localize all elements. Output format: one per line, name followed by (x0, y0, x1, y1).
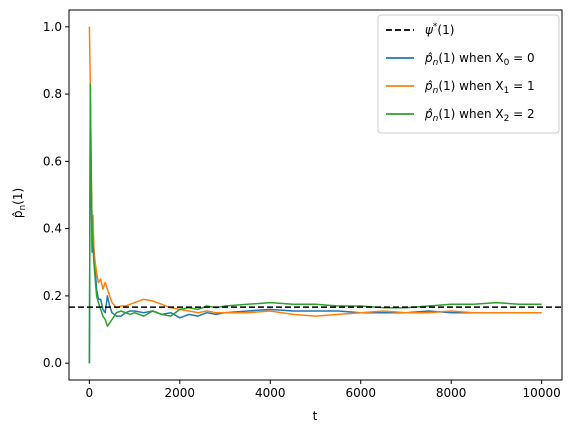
y-tick-label: 0.6 (43, 154, 62, 168)
series-line-1 (88, 26, 542, 317)
legend-label-part: p̂ (424, 79, 433, 93)
legend-label-part: p̂ (424, 51, 433, 65)
x-tick-label: 10000 (523, 386, 561, 400)
legend-label-part: ψ (425, 23, 434, 37)
x-axis-label: t (313, 409, 318, 423)
legend-label-part: = 0 (509, 51, 534, 65)
y-tick-label: 0.2 (43, 289, 62, 303)
legend-box (377, 14, 560, 134)
legend-label-3: p̂n(1) when X2 = 2 (424, 107, 535, 124)
legend-label-1: p̂n(1) when X0 = 0 (424, 51, 535, 68)
legend-label-part: n (433, 58, 439, 68)
y-axis-label: p̂n(1) (11, 188, 28, 218)
legend-label-0: ψ*(1) (425, 22, 454, 37)
y-label-tail: (1) (11, 188, 25, 205)
legend-label-part: = 2 (509, 107, 534, 121)
x-tick-label: 2000 (165, 386, 196, 400)
legend-label-part: 0 (504, 58, 510, 68)
legend-label-part: (1) when X (438, 51, 503, 65)
y-tick-label: 0.0 (43, 356, 62, 370)
y-tick-label: 0.8 (43, 87, 62, 101)
x-tick-label: 8000 (436, 386, 467, 400)
y-tick-label: 0.4 (43, 222, 62, 236)
legend-label-part: = 1 (509, 79, 534, 93)
y-tick-label: 1.0 (43, 20, 62, 34)
axes-frame (68, 9, 563, 381)
legend-label-part: (1) when X (438, 107, 503, 121)
y-label-sub: n (18, 205, 28, 211)
legend-label-part: n (433, 86, 439, 96)
legend-entries: ψ*(1)p̂n(1) when X0 = 0p̂n(1) when X1 = … (386, 22, 535, 124)
x-tick-label: 0 (86, 386, 94, 400)
x-tick-label: 6000 (345, 386, 376, 400)
legend-label-part: n (433, 114, 439, 124)
legend-label-part: (1) (437, 23, 454, 37)
legend-label-part: p̂ (424, 107, 433, 121)
legend-label-part: (1) when X (438, 79, 503, 93)
legend: ψ*(1)p̂n(1) when X0 = 0p̂n(1) when X1 = … (377, 14, 560, 134)
y-axis-ticks: 0.0 0.2 0.4 0.6 0.8 1.0 (43, 20, 69, 370)
y-label-main: p̂ (11, 211, 25, 219)
legend-label-part: * (433, 22, 438, 32)
legend-label-part: 2 (504, 114, 510, 124)
legend-label-2: p̂n(1) when X1 = 1 (424, 79, 535, 96)
x-tick-label: 4000 (255, 386, 286, 400)
x-axis-ticks: 0 2000 4000 6000 8000 10000 (86, 380, 561, 400)
legend-label-part: 1 (504, 86, 510, 96)
